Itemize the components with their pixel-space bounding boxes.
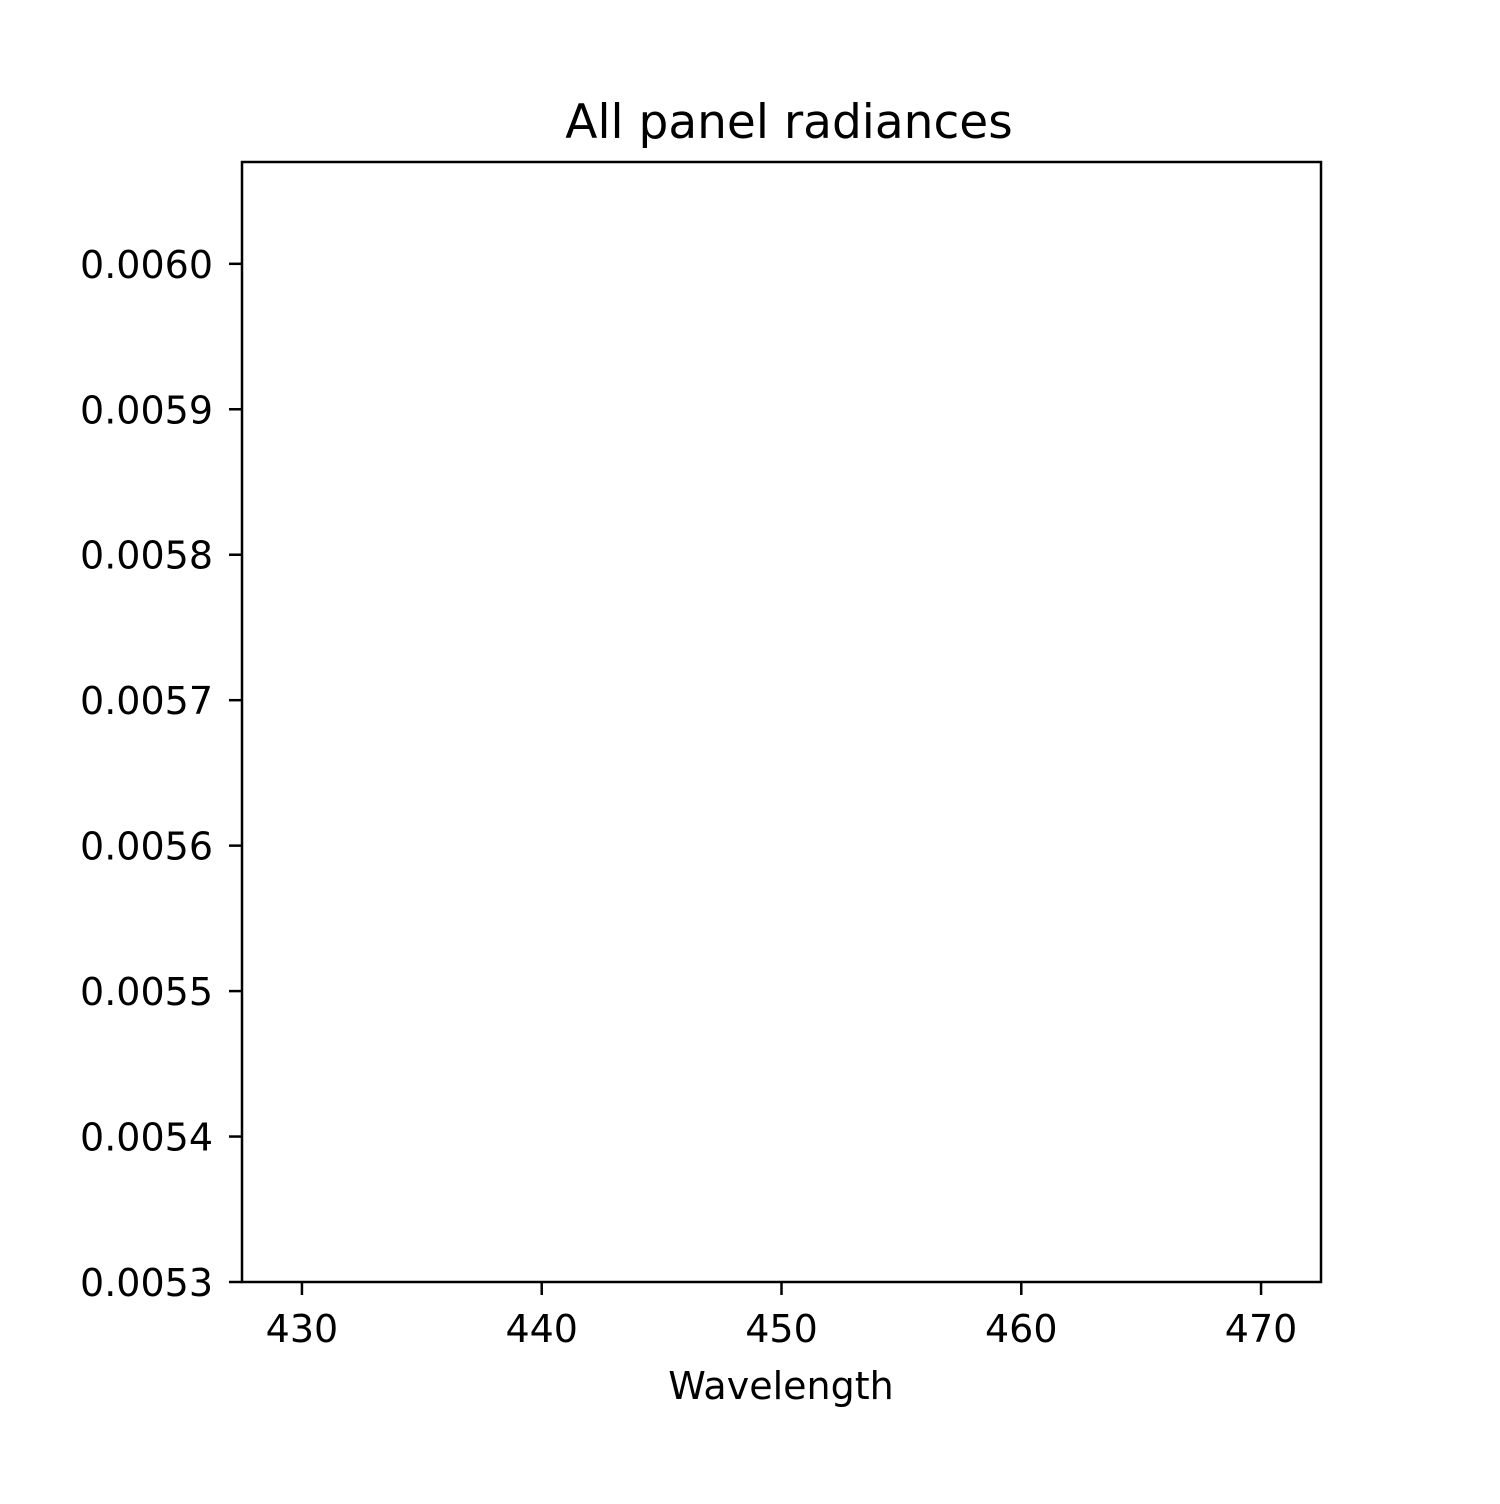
y-tick-label: 0.0056 [80, 825, 213, 869]
y-tick-label: 0.0053 [80, 1261, 213, 1305]
x-tick-label: 460 [985, 1307, 1058, 1351]
y-tick-label: 0.0057 [80, 679, 213, 723]
axes-frame [240, 160, 1323, 1284]
x-axis: 430 440 450 460 470 [266, 1282, 1298, 1351]
x-tick-label: 470 [1225, 1307, 1298, 1351]
y-tick-label: 0.0058 [80, 534, 213, 578]
x-tick-label: 450 [745, 1307, 818, 1351]
x-axis-label: Wavelength [668, 1364, 893, 1408]
x-tick-label: 440 [505, 1307, 578, 1351]
y-tick-label: 0.0055 [80, 970, 213, 1014]
y-tick-label: 0.0054 [80, 1116, 213, 1160]
y-tick-label: 0.0059 [80, 388, 213, 432]
y-tick-label: 0.0060 [80, 243, 213, 287]
y-axis: 0.0053 0.0054 0.0055 0.0056 0.0057 0.0058 0.00… [80, 243, 242, 1305]
chart-title: All panel radiances [565, 95, 1012, 150]
x-tick-label: 430 [266, 1307, 339, 1351]
